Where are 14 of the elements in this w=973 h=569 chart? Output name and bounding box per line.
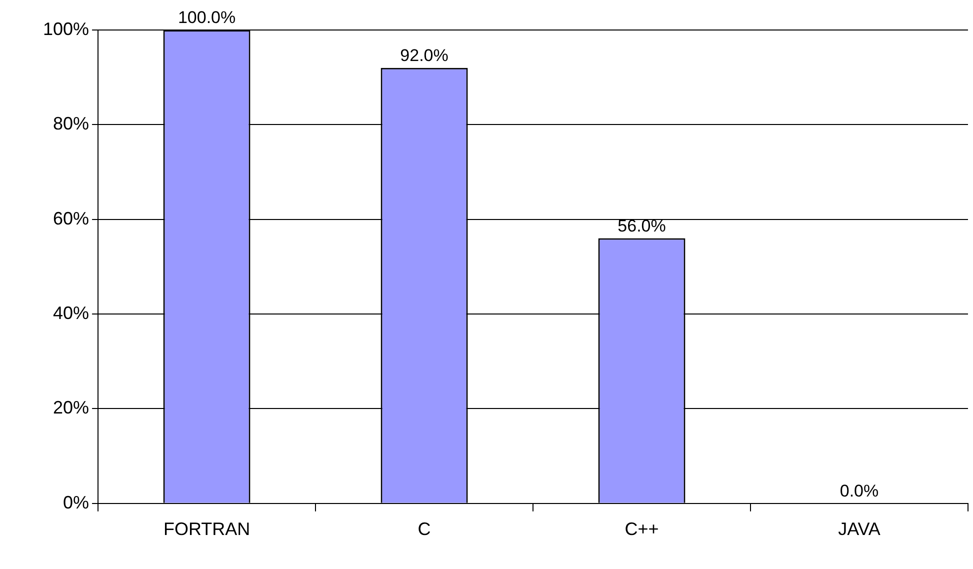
x-tick-label: FORTRAN — [163, 519, 250, 540]
y-tick-label: 40% — [53, 303, 90, 324]
y-tick-label: 60% — [53, 208, 90, 228]
y-tick-label: 0% — [63, 492, 90, 512]
y-tick-label: 20% — [53, 398, 90, 418]
x-tick-label: JAVA — [838, 519, 880, 540]
x-tick-label: C — [418, 519, 431, 540]
y-tick-label: 80% — [53, 114, 90, 134]
data-label: 0.0% — [840, 482, 879, 501]
x-tick-label: C++ — [624, 519, 659, 540]
data-label: 92.0% — [400, 46, 448, 66]
data-label: 100.0% — [178, 8, 236, 28]
y-tick-label: 100% — [42, 18, 90, 39]
data-label: 56.0% — [618, 216, 666, 236]
